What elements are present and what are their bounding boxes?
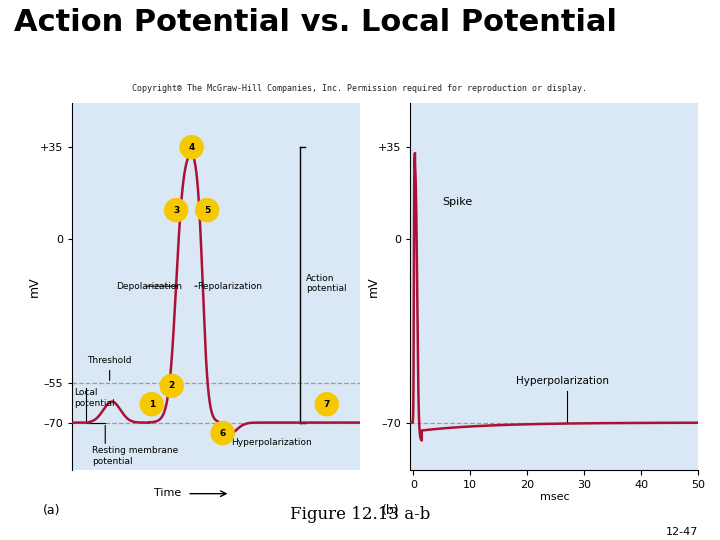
Text: Hyperpolarization: Hyperpolarization <box>516 376 609 386</box>
Ellipse shape <box>165 199 188 221</box>
Text: Copyright® The McGraw-Hill Companies, Inc. Permission required for reproduction : Copyright® The McGraw-Hill Companies, In… <box>132 84 588 93</box>
Text: (b): (b) <box>382 504 399 517</box>
Text: (a): (a) <box>43 504 60 517</box>
Text: Action Potential vs. Local Potential: Action Potential vs. Local Potential <box>14 8 618 37</box>
Text: Spike: Spike <box>442 197 472 207</box>
Text: Time: Time <box>154 488 181 497</box>
Text: 1: 1 <box>148 400 155 409</box>
Text: 12-47: 12-47 <box>666 527 698 537</box>
Text: mV: mV <box>28 276 41 296</box>
Ellipse shape <box>180 136 203 159</box>
Ellipse shape <box>315 393 338 416</box>
Text: Depolarization: Depolarization <box>117 282 182 291</box>
Text: 7: 7 <box>323 400 330 409</box>
Text: Threshold: Threshold <box>88 356 132 365</box>
Text: Local
potential: Local potential <box>74 388 115 408</box>
Ellipse shape <box>196 199 219 221</box>
Text: 4: 4 <box>189 143 195 152</box>
Text: mV: mV <box>366 276 379 296</box>
Text: Repolarization: Repolarization <box>197 282 262 291</box>
Text: 2: 2 <box>168 381 175 390</box>
Text: Resting membrane
potential: Resting membrane potential <box>92 446 178 465</box>
Ellipse shape <box>160 374 183 397</box>
Text: Hyperpolarization: Hyperpolarization <box>232 438 312 447</box>
Ellipse shape <box>140 393 163 416</box>
Text: 3: 3 <box>173 206 179 214</box>
Ellipse shape <box>211 422 234 444</box>
Text: Action
potential: Action potential <box>306 274 346 293</box>
Text: 5: 5 <box>204 206 210 214</box>
X-axis label: msec: msec <box>539 492 570 502</box>
Text: Figure 12.13 a-b: Figure 12.13 a-b <box>290 506 430 523</box>
Text: 6: 6 <box>220 429 226 437</box>
